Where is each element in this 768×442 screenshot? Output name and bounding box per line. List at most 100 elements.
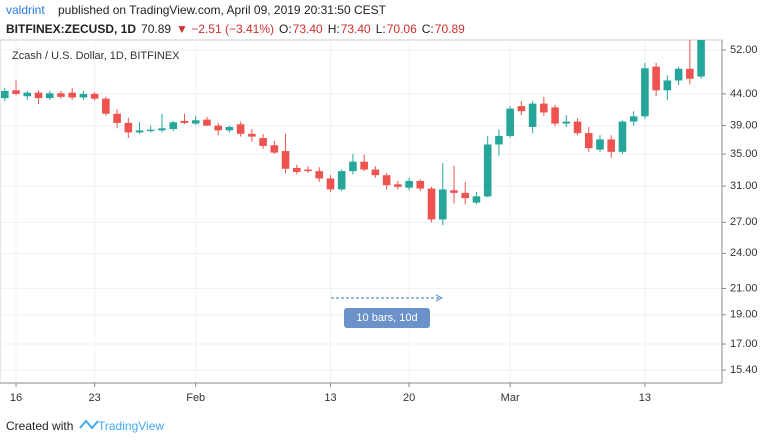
candle-body [146, 129, 155, 132]
symbol-line: BITFINEX:ZECUSD, 1D 70.89 ▼ −2.51 (−3.41%)… [6, 22, 465, 36]
ohlc-value: 73.40 [293, 22, 323, 36]
candle-body [641, 68, 649, 117]
candle-body [517, 106, 526, 112]
plot-frame [0, 39, 723, 384]
last-price: 70.89 [141, 22, 171, 36]
candle-body [674, 68, 683, 81]
y-tick-label: 39.00 [730, 120, 758, 132]
candle-body [281, 151, 290, 169]
y-tick-label: 52.00 [730, 44, 758, 56]
measure-label: 10 bars, 10d [356, 312, 417, 324]
footer-text: Created with [6, 419, 73, 433]
grid [0, 40, 722, 383]
candle-body [416, 180, 425, 189]
candle-body [371, 169, 380, 176]
candle-body [540, 103, 548, 113]
candle-body [382, 175, 391, 186]
y-tick-label: 15.40 [730, 364, 758, 376]
candle-body [169, 122, 178, 130]
candle-body [90, 93, 99, 99]
candle-body [315, 171, 324, 179]
ohlc-key: H: [328, 22, 340, 36]
candle-body [214, 125, 222, 131]
candle-body [236, 124, 245, 134]
candle-body [1, 90, 9, 99]
candle-body [304, 169, 312, 172]
candle-body [495, 135, 503, 145]
x-tick-label: 13 [639, 392, 651, 404]
footer-brand[interactable]: TradingView [98, 419, 164, 433]
published: published on TradingView.com, April 09, … [58, 3, 387, 17]
candle-body [248, 133, 256, 137]
y-tick-label: 27.00 [730, 216, 758, 228]
symbol: BITFINEX:ZECUSD, 1D [6, 22, 136, 36]
candle-body [360, 161, 368, 170]
candle-body [394, 184, 402, 187]
candle-body [23, 92, 32, 97]
candle-body [528, 103, 537, 127]
measure-arrow [435, 294, 444, 302]
candle-body [450, 190, 458, 193]
candle-body [697, 40, 705, 77]
candle-body [573, 121, 582, 134]
x-tick-label: Feb [186, 392, 205, 404]
candle-body [79, 93, 88, 98]
y-tick-label: 24.00 [730, 247, 758, 259]
candle-body [113, 113, 121, 123]
y-tick-label: 21.00 [730, 282, 758, 294]
candle-body [292, 167, 301, 172]
candle-body [618, 121, 627, 152]
x-tick-label: 16 [10, 392, 22, 404]
ohlc-key: C: [422, 22, 434, 36]
candle-body [438, 189, 447, 220]
candle-body [326, 178, 335, 190]
candle-body [68, 92, 76, 98]
candle-body [483, 144, 492, 197]
candle-body [349, 161, 357, 172]
candle-body [629, 116, 638, 122]
y-tick-label: 35.00 [730, 148, 758, 160]
candle-body [584, 133, 593, 149]
candle-body [427, 188, 436, 220]
candle-body [34, 92, 43, 99]
x-tick-label: 13 [324, 392, 336, 404]
ohlc-key: O: [279, 22, 292, 36]
x-tick-label: 20 [403, 392, 415, 404]
axes: 15.40 17.00 19.00 21.00 24.00 27.00 31.00 35.00… [0, 40, 758, 404]
tv-logo [79, 419, 99, 430]
x-tick-label: 23 [89, 392, 101, 404]
candle-body [506, 108, 514, 136]
candle-body [337, 171, 346, 190]
candle-body [124, 122, 133, 133]
candle-body [270, 145, 279, 153]
candle-body [102, 98, 110, 114]
y-tick-label: 31.00 [730, 180, 758, 192]
ohlc-value: 70.89 [435, 22, 465, 36]
candle-body [652, 66, 660, 91]
candle-body [180, 120, 189, 123]
candle-body [551, 107, 559, 124]
measure-box [344, 308, 430, 328]
change: ▼ −2.51 (−3.41%) [176, 22, 274, 36]
author[interactable]: valdrint [6, 3, 45, 17]
candle-body [203, 119, 211, 126]
candle-body [607, 139, 616, 152]
candle-body [461, 192, 470, 199]
candle-body [472, 196, 481, 203]
candle-body [57, 93, 65, 97]
candle-body [562, 121, 571, 124]
candle-body [158, 128, 166, 131]
ohlc-key: L: [376, 22, 386, 36]
candle-body [12, 90, 20, 94]
candles [1, 40, 705, 226]
y-tick-label: 17.00 [730, 338, 758, 350]
ohlc-value: 73.40 [341, 22, 371, 36]
candle-body [225, 126, 234, 131]
y-tick-label: 44.00 [730, 88, 758, 100]
candle-body [45, 93, 54, 99]
chart-title: Zcash / U.S. Dollar, 1D, BITFINEX [12, 50, 180, 62]
candle-body [135, 130, 144, 133]
candle-body [405, 180, 413, 188]
x-tick-label: Mar [501, 392, 520, 404]
